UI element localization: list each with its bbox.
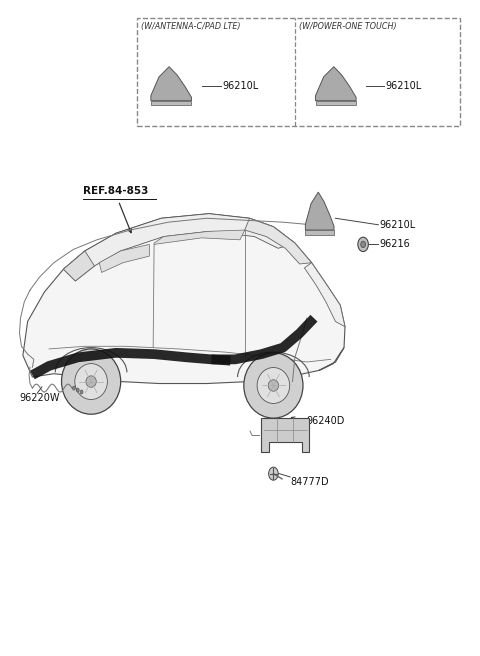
Text: (W/ANTENNA-C/PAD LTE): (W/ANTENNA-C/PAD LTE) [141,22,240,31]
Ellipse shape [61,349,120,414]
Polygon shape [99,245,149,272]
Polygon shape [154,230,245,245]
Polygon shape [23,214,345,384]
Text: 96220W: 96220W [20,393,60,403]
Polygon shape [151,67,192,100]
Ellipse shape [86,376,96,387]
Text: 84777D: 84777D [290,476,329,487]
Ellipse shape [268,380,278,391]
Circle shape [358,237,368,251]
Polygon shape [63,214,295,281]
Polygon shape [304,262,345,327]
Polygon shape [315,67,356,100]
Ellipse shape [257,367,289,403]
Circle shape [72,386,75,390]
Circle shape [269,467,278,480]
Polygon shape [315,100,356,105]
Polygon shape [319,348,344,371]
Polygon shape [245,218,312,264]
Text: 96210L: 96210L [380,220,416,230]
Ellipse shape [244,353,303,418]
Polygon shape [63,251,95,281]
Text: 96210L: 96210L [385,81,422,91]
Text: (W/POWER-ONE TOUCH): (W/POWER-ONE TOUCH) [299,22,396,31]
Polygon shape [305,192,334,230]
Polygon shape [262,418,309,452]
Circle shape [361,241,365,248]
Text: 96210L: 96210L [222,81,259,91]
Polygon shape [151,100,192,105]
Circle shape [80,390,83,394]
Text: 96216: 96216 [380,239,410,249]
Polygon shape [305,230,334,235]
Circle shape [76,388,79,392]
Text: 96240D: 96240D [307,416,345,426]
Text: REF.84-853: REF.84-853 [83,186,148,196]
Ellipse shape [75,363,108,400]
